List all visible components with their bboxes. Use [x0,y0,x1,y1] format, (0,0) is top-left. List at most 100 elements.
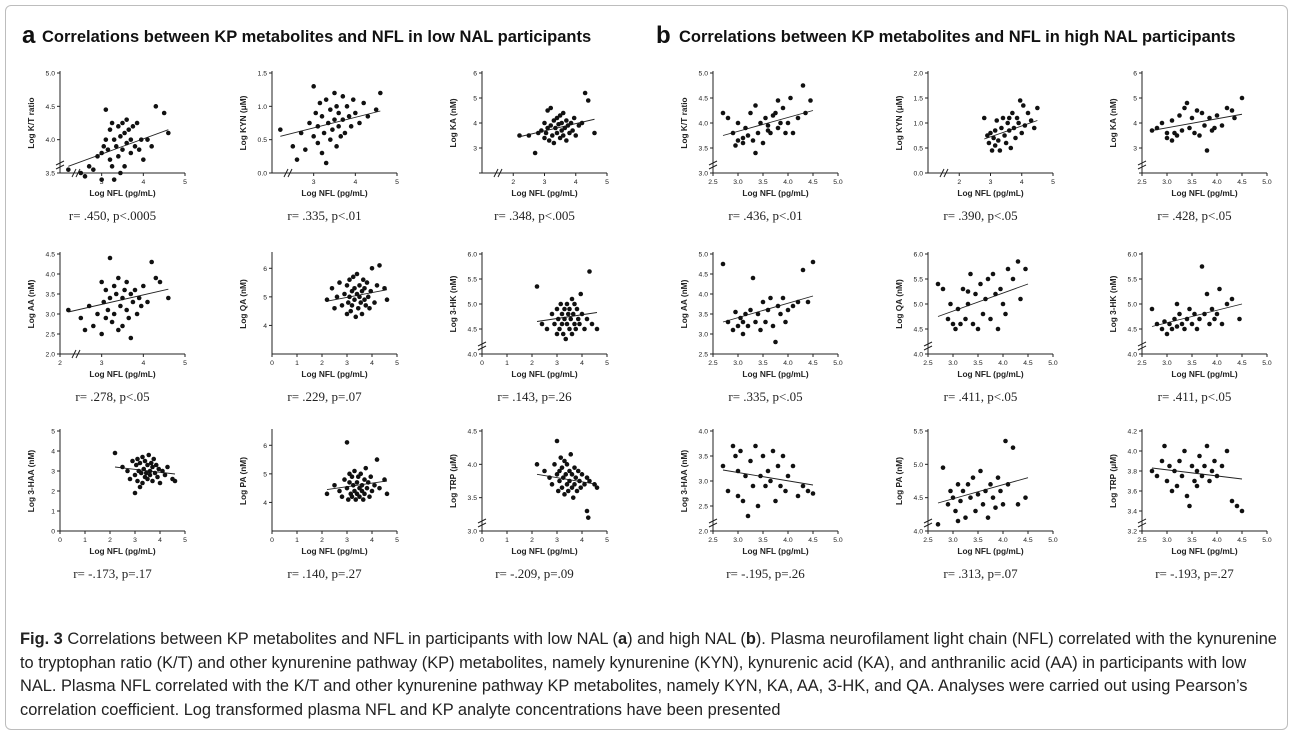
y-tick-label: 4 [473,121,477,128]
data-point [290,144,296,149]
x-tick-label: 5 [605,360,609,367]
data-point [1174,483,1180,489]
y-tick-label: 0.0 [258,171,268,178]
data-point [546,138,552,143]
data-point [720,463,726,469]
data-point [738,315,743,321]
data-point [562,492,567,497]
data-point [773,110,778,116]
data-point [125,468,130,474]
x-tick-label: 4 [370,360,374,367]
data-point [551,118,557,123]
scatter-plot-b-6: 4.0 4.5 5.0 5.5 6.0 2.5 3.0 3.5 4.0 4.5 5.0 Log 3-H… [1108,252,1272,405]
data-point [1212,458,1217,464]
y-tick-label: 3.5 [46,171,56,178]
data-point [1204,291,1210,297]
data-point [1224,301,1230,307]
data-point [805,488,811,494]
x-axis-label: Log NFL (pg/mL) [1171,188,1237,198]
data-point [980,502,986,507]
y-tick-label: 4.5 [914,495,924,502]
correlation-stat: r= .450, p<.0005 [69,208,156,223]
data-point [1164,478,1170,484]
data-point [1174,324,1180,329]
data-point [1184,100,1190,106]
x-axis-label: Log NFL (pg/mL) [1171,369,1237,379]
y-tick-label: 5.0 [699,71,709,78]
y-tick-label: 5 [1133,96,1137,103]
x-axis-label: Log NFL (pg/mL) [301,546,367,556]
data-point [136,295,142,301]
y-axis-label: Log AA (nM) [679,279,689,328]
y-axis-break [1137,160,1147,170]
data-point [534,284,540,289]
data-point [554,306,560,312]
y-tick-label: 4.5 [914,327,924,334]
data-point [760,453,766,459]
correlation-stat: r= .278, p<.05 [75,389,149,404]
panel-b-title: Correlations between KP metabolites and … [679,28,1236,46]
data-point [313,110,319,116]
x-tick-label: 2.5 [708,179,718,186]
data-point [720,261,726,267]
data-point [1202,123,1207,128]
y-tick-label: 4.5 [468,429,478,436]
data-point [364,485,370,491]
data-point [783,130,788,136]
data-point [1219,123,1225,128]
data-point [1010,445,1016,450]
data-point [975,326,981,332]
data-point [1219,463,1225,469]
data-point [745,513,751,519]
x-tick-label: 5 [1051,179,1055,186]
y-tick-label: 6 [1133,71,1137,78]
x-tick-label: 5.0 [1262,537,1272,544]
data-point [1224,105,1230,111]
data-point [1192,478,1197,484]
x-tick-label: 3.0 [948,360,958,367]
data-point [319,114,325,119]
y-axis-label: Log QA (nM) [238,279,248,329]
data-point [338,134,344,139]
y-tick-label: 1.0 [914,121,924,128]
data-point [153,275,159,281]
data-point [1013,135,1018,141]
data-point [780,453,786,459]
data-point [992,128,998,133]
data-point [569,331,575,337]
panel-b-letter: b [656,22,671,49]
y-tick-label: 3.2 [1128,529,1138,536]
data-point [303,147,308,152]
data-point [800,83,806,88]
data-point [122,164,127,169]
data-point [346,114,352,119]
data-point [564,118,569,123]
y-tick-label: 6 [263,266,267,273]
regression-line [1151,113,1243,131]
y-tick-label: 6 [263,443,267,450]
data-point [334,294,340,300]
data-point [377,485,382,491]
data-point [1169,118,1175,123]
data-point [339,494,345,500]
data-point [1207,478,1212,484]
x-tick-label: 4 [141,179,145,186]
data-point [145,476,150,482]
data-point [1174,133,1180,138]
data-point [1197,453,1202,459]
data-point [111,283,117,289]
y-tick-label: 4.0 [46,137,56,144]
data-point [571,115,577,121]
data-point [155,474,160,480]
y-axis-label: Log AA (nM) [26,279,36,328]
data-point [573,475,579,480]
data-point [166,130,171,136]
y-tick-label: 5.0 [914,462,924,469]
data-point [120,120,125,126]
data-point [1194,108,1200,113]
data-point [743,311,748,317]
data-point [1184,493,1190,499]
data-point [278,127,283,132]
data-point [950,495,956,500]
